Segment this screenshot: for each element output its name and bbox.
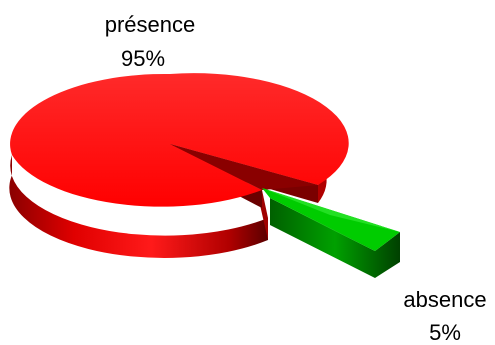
value-label-presence: 95% [121,46,165,71]
slice-absence-side [270,198,400,278]
slice-presence-top [10,73,349,207]
label-presence: présence [105,12,196,37]
slice-presence [9,73,349,258]
slice-presence-top-shadow [170,144,318,190]
value-label-absence: 5% [429,320,461,345]
label-absence: absence [403,287,486,312]
slice-presence-rim [318,150,328,203]
slice-absence-top-light [262,188,400,232]
slice-absence [262,188,400,278]
slice-presence-side [9,155,269,258]
slice-absence-top [262,188,400,251]
